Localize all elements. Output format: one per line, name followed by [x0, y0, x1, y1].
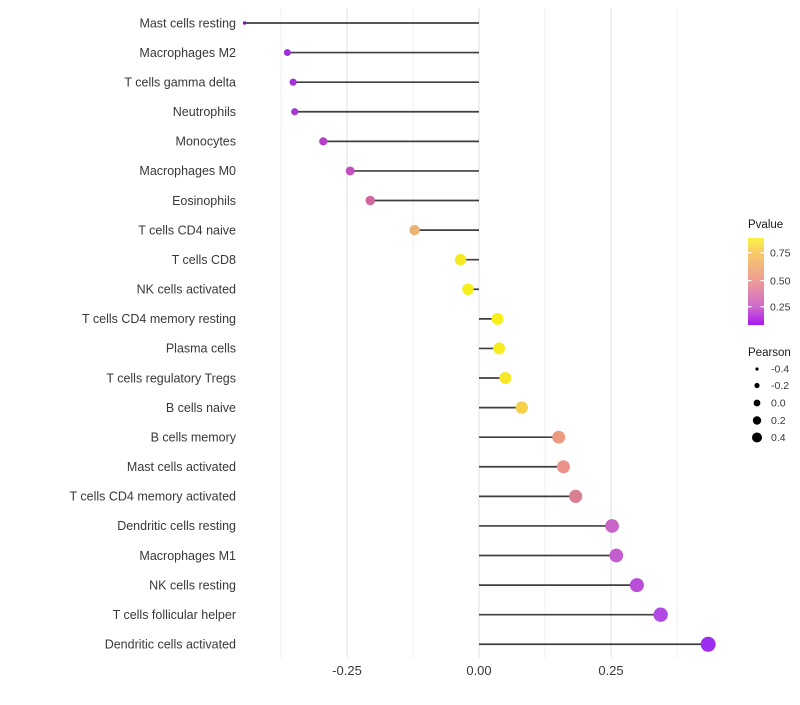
chart-row: Eosinophils: [172, 194, 479, 208]
pearson-legend-dot: [753, 399, 761, 407]
lollipop-dot: [283, 49, 291, 57]
pearson-legend-label: 0.2: [771, 415, 786, 427]
lollipop-dot: [454, 254, 467, 266]
chart-row: T cells CD4 memory resting: [82, 312, 504, 326]
lollipop-dot: [462, 283, 474, 295]
chart-row: Mast cells resting: [139, 16, 479, 30]
chart-row: T cells CD8: [172, 253, 479, 267]
pvalue-legend-title: Pvalue: [748, 219, 783, 231]
x-axis-tick-label: -0.25: [332, 663, 362, 678]
pvalue-tick-label: 0.25: [770, 301, 791, 313]
chart-row: Macrophages M2: [139, 46, 479, 60]
chart-row: T cells regulatory Tregs: [106, 371, 512, 385]
pearson-legend-dot: [755, 367, 759, 371]
chart-row: T cells follicular helper: [113, 607, 668, 622]
chart-row: Dendritic cells resting: [117, 519, 619, 533]
y-axis-label: B cells naive: [166, 401, 236, 415]
y-axis-label: T cells CD4 naive: [138, 223, 236, 237]
y-axis-label: Mast cells activated: [127, 460, 236, 474]
chart-row: T cells CD4 memory activated: [70, 490, 583, 504]
y-axis-label: T cells regulatory Tregs: [106, 371, 236, 385]
lollipop-dot: [491, 312, 504, 325]
y-axis-label: Macrophages M1: [139, 549, 236, 563]
chart-rows: Mast cells resting Macrophages M2 T cells …: [70, 16, 716, 652]
pvalue-legend: Pvalue 0.75 0.50 0.25: [748, 219, 791, 325]
lollipop-dot: [409, 224, 420, 236]
lollipop-dot: [493, 342, 506, 355]
pearson-legend-title: Pearson: [748, 347, 791, 359]
chart-row: Plasma cells: [166, 342, 506, 356]
y-axis-label: T cells CD8: [172, 253, 236, 267]
y-axis-label: NK cells activated: [137, 283, 236, 297]
gridlines: [280, 8, 678, 658]
y-axis-label: T cells CD4 memory activated: [70, 490, 237, 504]
chart-row: Neutrophils: [173, 105, 479, 119]
chart-row: Mast cells activated: [127, 460, 570, 474]
lollipop-dot: [629, 578, 644, 593]
lollipop-dot: [609, 548, 624, 563]
y-axis-label: T cells follicular helper: [113, 608, 236, 622]
lollipop-dot: [552, 430, 566, 444]
y-axis-label: B cells memory: [151, 430, 237, 444]
chart-row: B cells memory: [151, 430, 566, 444]
x-axis: -0.25 0.00 0.25: [332, 663, 623, 678]
y-axis-label: Macrophages M0: [139, 164, 236, 178]
pearson-legend-label: 0.4: [771, 432, 786, 444]
x-axis-tick-label: 0.00: [466, 663, 491, 678]
chart-row: Monocytes: [176, 135, 479, 149]
y-axis-label: Neutrophils: [173, 105, 236, 119]
y-axis-label: Mast cells resting: [139, 16, 236, 30]
pearson-legend-dot: [752, 432, 762, 443]
lollipop-dot: [556, 460, 570, 474]
lollipop-dot: [499, 371, 512, 385]
x-axis-tick-label: 0.25: [598, 663, 623, 678]
lollipop-dot: [653, 607, 668, 622]
pearson-legend-label: 0.0: [771, 398, 786, 410]
pearson-legend-label: -0.2: [771, 380, 789, 392]
chart-row: Macrophages M0: [139, 164, 479, 178]
lollipop-dot: [291, 108, 299, 116]
pvalue-tick-label: 0.50: [770, 275, 791, 287]
pearson-legend-label: -0.4: [771, 364, 789, 376]
lollipop-dot: [605, 519, 619, 533]
y-axis-label: Dendritic cells resting: [117, 519, 236, 533]
y-axis-label: T cells CD4 memory resting: [82, 312, 236, 326]
chart-row: T cells CD4 naive: [138, 223, 479, 237]
chart-row: T cells gamma delta: [124, 75, 479, 89]
chart-row: Dendritic cells activated: [105, 636, 716, 652]
lollipop-dot: [569, 489, 583, 503]
chart-row: B cells naive: [166, 401, 528, 415]
y-axis-label: NK cells resting: [149, 578, 236, 592]
lollipop-dot: [345, 166, 355, 176]
y-axis-label: Plasma cells: [166, 342, 236, 356]
lollipop-dot: [319, 137, 328, 146]
y-axis-label: Macrophages M2: [139, 46, 236, 60]
lollipop-dot: [365, 195, 375, 206]
lollipop-dot: [242, 21, 247, 25]
y-axis-label: T cells gamma delta: [124, 75, 236, 89]
lollipop-dot: [289, 78, 297, 86]
y-axis-label: Monocytes: [176, 135, 236, 149]
pvalue-colorbar: [748, 238, 764, 325]
chart-row: Macrophages M1: [139, 548, 624, 563]
pearson-legend: Pearson -0.4 -0.2 0.0 0.2 0.4: [748, 347, 791, 444]
lollipop-dot: [700, 636, 716, 652]
y-axis-label: Eosinophils: [172, 194, 236, 208]
pvalue-tick-label: 0.75: [770, 247, 791, 259]
pearson-legend-dot: [752, 416, 762, 425]
pearson-legend-dot: [754, 382, 760, 389]
y-axis-label: Dendritic cells activated: [105, 638, 236, 652]
chart-row: NK cells resting: [149, 578, 644, 592]
lollipop-dot: [515, 401, 528, 414]
chart-row: NK cells activated: [137, 283, 479, 297]
